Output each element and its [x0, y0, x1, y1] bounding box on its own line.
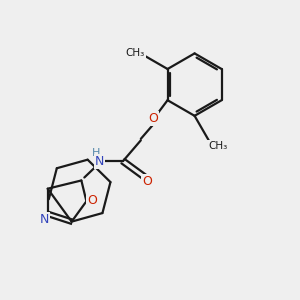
Text: CH₃: CH₃	[208, 141, 227, 151]
Text: O: O	[87, 194, 97, 207]
Text: H: H	[92, 148, 100, 158]
Text: O: O	[148, 112, 158, 124]
Text: O: O	[142, 175, 152, 188]
Text: CH₃: CH₃	[126, 48, 145, 59]
Text: N: N	[94, 154, 104, 168]
Text: N: N	[39, 213, 49, 226]
